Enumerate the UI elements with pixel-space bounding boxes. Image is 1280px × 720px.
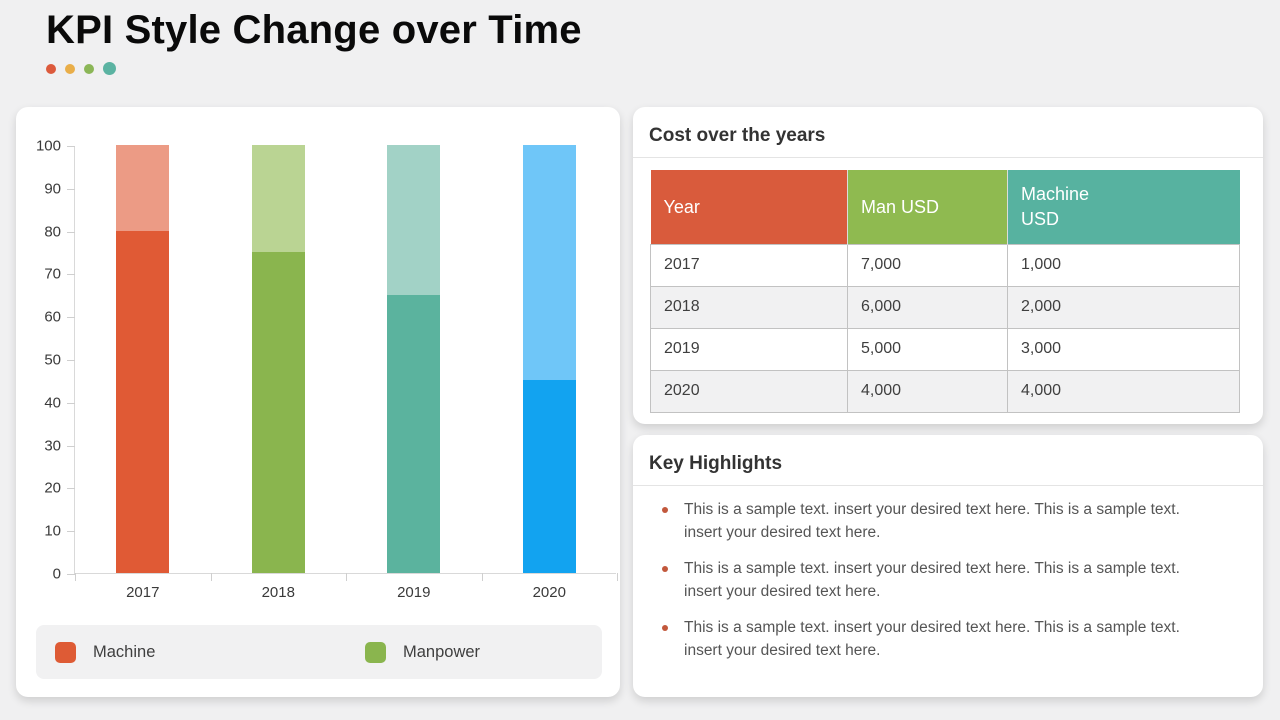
table-cell: 3,000 [1007,327,1240,371]
y-axis-label: 100 [35,137,61,155]
y-axis-tick [67,360,75,361]
table-row: 2019 5,000 3,000 [650,327,1240,371]
bullet-text: This is a sample text. insert your desir… [684,619,1180,659]
chart-card: 0 10 20 30 40 50 60 70 80 90 100 2017 2018 2019 2020 M… [16,107,620,697]
bar-segment-solid [522,380,576,573]
table-cell: 6,000 [847,285,1008,329]
y-axis-label: 80 [44,223,61,241]
x-axis-label: 2020 [532,584,566,601]
x-axis-tick [617,573,618,581]
key-highlights-list: This is a sample text. insert your desir… [649,498,1239,675]
bar-segment-light [116,145,170,231]
x-axis-label: 2017 [126,584,160,601]
divider [633,157,1263,158]
table-header-cell: Machine USD [1007,170,1240,244]
divider [633,485,1263,486]
bullet-text: This is a sample text. insert your desir… [684,560,1180,600]
table-cell: 2,000 [1007,285,1240,329]
legend-item: Machine [36,641,319,663]
y-axis-tick [67,188,75,190]
table-cell: 7,000 [847,243,1008,287]
y-axis-label: 90 [44,180,61,198]
bar-segment-solid [387,294,441,573]
x-axis-label: 2019 [397,584,431,601]
y-axis-tick [67,488,75,490]
table-header-cell: Year [650,170,848,244]
y-axis-tick [67,274,75,276]
accent-dots [46,62,116,75]
table-row: 2017 7,000 1,000 [650,243,1240,287]
table-cell: 2017 [650,243,848,287]
key-highlights-card: Key Highlights This is a sample text. in… [633,435,1263,697]
stacked-bar-chart: 0 10 20 30 40 50 60 70 80 90 100 2017 2018 2019 2020 [36,138,618,601]
y-axis-label: 60 [44,308,61,326]
cost-table: Year Man USD Machine USD 2017 7,000 1,000 201… [650,170,1240,413]
table-row: 2020 4,000 4,000 [650,369,1240,413]
bullet-item: This is a sample text. insert your desir… [649,498,1239,544]
table-cell: 1,000 [1007,243,1240,287]
legend-swatch [55,641,76,663]
bar-segment-solid [251,252,305,573]
y-axis-tick [67,445,75,447]
x-axis-tick [75,573,76,581]
table-header-cell: Man USD [847,170,1008,244]
table-cell: 4,000 [1007,369,1240,413]
bullet-item: This is a sample text. insert your desir… [649,557,1239,603]
y-axis-label: 30 [44,437,61,455]
table-row: 2018 6,000 2,000 [650,285,1240,329]
y-axis-label: 0 [52,565,61,583]
bar-segment-light [387,145,441,295]
page-title: KPI Style Change over Time [46,8,582,52]
bar-2018 [251,145,305,573]
accent-dot [103,62,116,75]
y-axis-tick [67,317,75,319]
accent-dot [65,63,75,74]
y-axis-tick [67,231,75,233]
y-axis-label: 50 [44,351,61,369]
x-axis-label: 2018 [261,584,295,601]
chart-legend: Machine Manpower [36,625,602,679]
table-cell: 2019 [650,327,848,371]
bar-2019 [387,145,441,573]
cost-section-title: Cost over the years [649,125,826,146]
legend-label: Machine [93,642,156,661]
table-header-row: Year Man USD Machine USD [650,170,1240,244]
cost-table-card: Cost over the years Year Man USD Machine U… [633,107,1263,424]
key-highlights-title: Key Highlights [649,453,783,474]
bar-segment-light [251,145,305,252]
table-cell: 4,000 [847,369,1008,413]
table-cell: 2018 [650,285,848,329]
legend-label: Manpower [403,642,481,661]
y-axis-tick [67,531,75,533]
y-axis-label: 20 [44,479,61,497]
y-axis-label: 40 [44,394,61,412]
bar-segment-light [522,145,576,381]
y-axis-tick [67,574,75,575]
bar-segment-solid [116,230,170,573]
accent-dot [46,63,56,74]
bullet-dot-icon [662,625,668,631]
legend-item: Manpower [319,641,602,663]
bar-2017 [116,145,170,573]
bullet-dot-icon [662,566,668,572]
bullet-text: This is a sample text. insert your desir… [684,501,1180,541]
table-cell: 5,000 [847,327,1008,371]
bullet-item: This is a sample text. insert your desir… [649,616,1239,662]
x-axis-tick [346,573,347,581]
y-axis-label: 10 [44,522,61,540]
legend-swatch [365,641,386,663]
bar-2020 [522,145,576,573]
bullet-dot-icon [662,507,668,513]
y-axis-label: 70 [44,265,61,283]
y-axis-tick [67,146,75,147]
table-cell: 2020 [650,369,848,413]
accent-dot [84,63,94,74]
y-axis-tick [67,402,75,404]
x-axis-tick [210,573,212,581]
x-axis-tick [481,573,483,581]
